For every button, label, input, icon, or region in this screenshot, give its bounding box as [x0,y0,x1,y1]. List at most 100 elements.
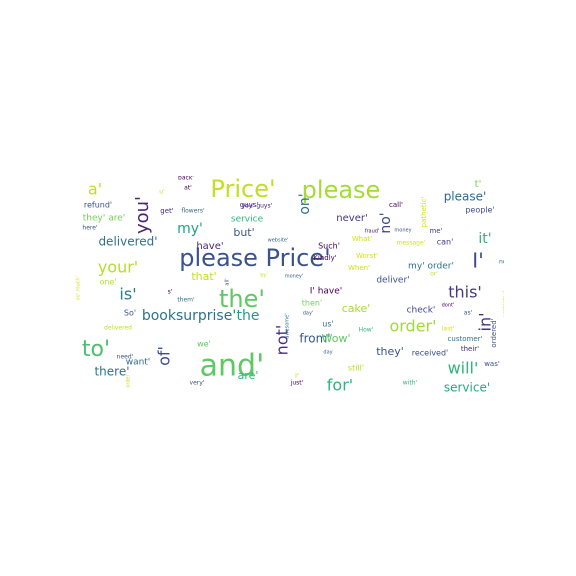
word-with-95: with' [403,380,418,387]
word-booksurprise-10: booksurprise' [142,308,236,324]
word-your-6: your' [98,258,138,277]
word-order-101: order [126,373,132,387]
word-received-45: received' [412,349,449,358]
word-that-35: that' [191,270,216,283]
word-deliver-40: deliver' [376,276,409,286]
word-i-5: I' [472,249,483,273]
word-of-19: of' [155,346,174,366]
word-wow-33: Wow' [322,332,351,345]
word-s-79: s' [168,289,173,296]
word-at-74: at' [184,185,192,192]
word-to-7: to' [82,337,110,362]
word-ordered-67: ordered' [490,318,498,347]
word-cake-32: cake' [342,302,371,315]
word-by-81: by' [260,273,268,279]
word-but-34: but' [233,226,254,239]
word-how-68: How' [359,327,374,334]
word-need-71: need' [117,354,134,361]
word-as-87: as' [464,310,473,317]
word-was-66: was' [484,360,500,368]
word-there-28: there' [94,365,129,379]
word-their-65: their' [461,345,479,353]
word-t-30: t' [475,179,482,190]
word-my-15: my' [177,221,203,237]
word-cloud-canvas: please Price' Price' please the' and' I' your'… [76,176,505,395]
word-dont-85: dont' [442,303,455,309]
word-the-3: the' [219,285,265,313]
word-customer-64: customer' [448,335,483,343]
word-no-24: no' [378,212,394,233]
word-yesterday-98: yesterday' [503,291,505,317]
word-kindly-57: Kindly' [313,254,337,262]
word-me-58: me' [429,227,442,235]
word-please-price-0: please Price' [179,244,330,272]
word-they-are-48: they' are' [83,214,125,224]
word-get-60: get' [160,207,173,215]
word-service-27: service' [444,381,490,395]
word-day-89: day' [303,311,314,317]
word-in-22: in' [476,313,495,332]
word-message-69: message' [397,240,426,247]
word-please-25: please' [444,190,487,204]
word-all-80: all' [225,278,231,285]
word-they-31: they' [376,345,404,358]
word-fraud-83: fraud' [365,229,380,235]
word-delivered-17: delivered' [98,235,157,249]
word-money-82: money' [285,274,304,280]
word-never-38: never' [336,213,367,224]
word-then-53: then' [302,299,322,308]
word-on-23: on' [297,193,313,214]
word-so-51: So' [124,309,136,318]
word-a-12: a' [88,180,102,199]
word-what-62: What' [352,235,372,243]
word-worst-63: Worst' [356,252,378,260]
word-one-50: one' [99,278,116,287]
word-you-13: you' [132,196,153,234]
word-guys-56: guys' [240,201,259,209]
word-you-guys-76: you' guys' [242,203,273,210]
word-now-96: now' [499,259,504,266]
word-here-72: here' [82,225,98,232]
word-my-order-37: my' order' [408,262,454,272]
word-check-41: check' [407,306,436,316]
word-will-14: will' [448,359,479,378]
word-we-49: we' [197,340,211,349]
word-call-59: call' [389,201,403,209]
word-can-52: can' [437,238,454,247]
word-if-94: if' [295,374,300,380]
word-awesome-91: awesome' [285,313,291,338]
word-us-54: us' [322,320,333,329]
word-this-9: this' [448,283,482,302]
word-cloud: please Price' Price' please the' and' I' your'… [72,176,504,398]
word-i-have-43: I' have' [310,287,343,297]
word-it-18: it' [478,231,491,247]
word-such-55: Such' [318,242,340,251]
word-back-73: back' [178,176,194,182]
word-website-77: website' [268,238,289,244]
word-price-1: Price' [210,176,275,203]
word-from-26: from' [299,332,330,346]
word-have-36: have' [196,241,223,252]
word-want-42: want' [126,358,151,368]
word-still-46: still' [348,364,364,373]
word-them-78: them' [177,297,195,304]
word-day-90: day [323,350,332,356]
word-u-102: u' [159,189,165,196]
word-are-29: are' [238,369,259,382]
word-not-20: not' [273,325,292,356]
word-last-88: last' [442,326,455,333]
word-when-61: When' [348,264,370,272]
word-the-11: the [237,308,260,324]
word-money-84: money [394,228,411,234]
word-people-44: people' [465,206,494,215]
word-just-93: just' [290,380,304,387]
word-so-much-99: so' much' [76,276,82,300]
word-is-16: is' [119,285,136,304]
word-order-8: order' [389,317,436,336]
word-for-21: for' [327,376,353,395]
word-service-39: service [231,215,264,225]
word-pathetic-70: pathetic' [420,197,428,228]
word-and-4: and' [200,349,265,384]
word-please-2: please [302,176,381,204]
word-refund-47: refund' [84,201,112,210]
